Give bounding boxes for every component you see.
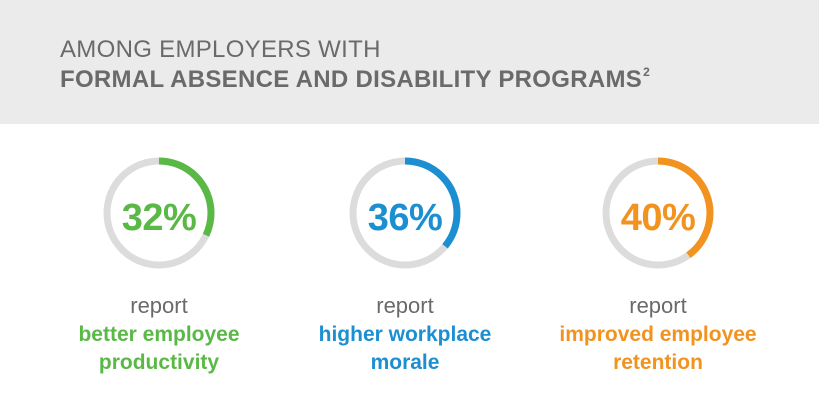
stat-description-line2: productivity [98, 351, 220, 374]
footnote-marker: 2 [643, 65, 651, 79]
stat-description: higher workplace morale [275, 321, 535, 377]
header-title-line2: FORMAL ABSENCE AND DISABILITY PROGRAMS2 [60, 65, 651, 94]
stat-description: better employee productivity [29, 321, 289, 377]
percent-value: 32% [121, 197, 197, 239]
donut-ring-productivity [103, 157, 215, 269]
stat-description: improved employee retention [528, 321, 788, 377]
donut-arc [103, 157, 215, 269]
donut-arc [602, 157, 714, 269]
percent-value: 40% [620, 197, 696, 239]
header-title-line2-text: FORMAL ABSENCE AND DISABILITY PROGRAMS [60, 66, 643, 93]
stat-productivity: 32% report better employee productivity [29, 157, 289, 387]
donut-ring-retention [602, 157, 714, 269]
stat-morale: 36% report higher workplace morale [275, 157, 535, 387]
header-banner: AMONG EMPLOYERS WITH FORMAL ABSENCE AND … [0, 0, 819, 124]
stat-description-line1: improved employee [559, 323, 757, 346]
stat-description-line2: morale [370, 351, 440, 374]
stat-description-line2: retention [613, 351, 703, 374]
donut-ring-morale [349, 157, 461, 269]
stat-description-line1: higher workplace [318, 323, 492, 346]
report-label: report [629, 293, 687, 318]
stat-description-line1: better employee [78, 323, 240, 346]
report-label: report [130, 293, 188, 318]
stat-retention: 40% report improved employee retention [528, 157, 788, 387]
percent-value: 36% [367, 197, 443, 239]
header-title-line1: AMONG EMPLOYERS WITH [60, 36, 381, 63]
donut-arc [349, 157, 461, 269]
report-label: report [376, 293, 434, 318]
